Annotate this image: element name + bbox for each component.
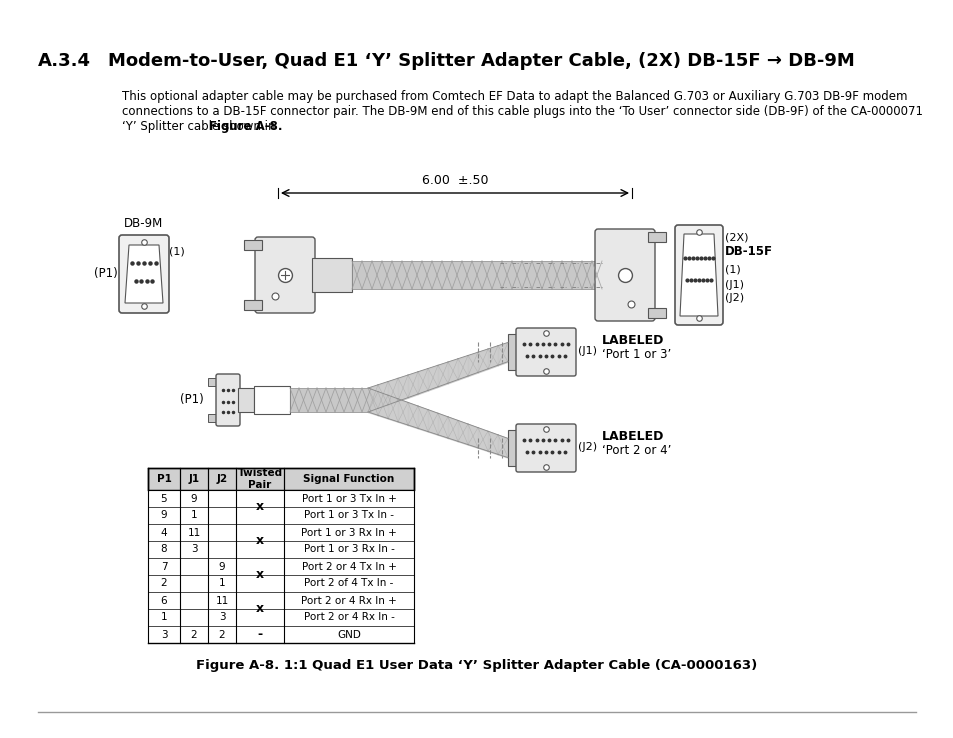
Text: J1: J1 xyxy=(189,474,199,484)
Bar xyxy=(290,388,368,412)
Text: 9: 9 xyxy=(160,511,167,520)
Text: (J1): (J1) xyxy=(724,280,743,290)
Text: (J2): (J2) xyxy=(578,442,597,452)
Text: Port 2 or 4 Rx In +: Port 2 or 4 Rx In + xyxy=(301,596,396,605)
Text: (1): (1) xyxy=(169,246,185,256)
Polygon shape xyxy=(679,234,718,316)
Text: Port 1 or 3 Tx In -: Port 1 or 3 Tx In - xyxy=(304,511,394,520)
Text: 1: 1 xyxy=(191,511,197,520)
Text: x: x xyxy=(255,534,264,548)
Text: (P1): (P1) xyxy=(94,267,118,280)
Bar xyxy=(148,592,414,609)
Bar xyxy=(507,334,517,370)
Text: GND: GND xyxy=(336,630,360,640)
Bar xyxy=(148,490,414,507)
FancyBboxPatch shape xyxy=(516,328,576,376)
Bar xyxy=(647,308,665,318)
Text: (1): (1) xyxy=(724,264,740,274)
Text: Signal Function: Signal Function xyxy=(303,474,395,484)
Text: 9: 9 xyxy=(218,562,225,571)
Text: DB-15F: DB-15F xyxy=(724,245,772,258)
Text: 3: 3 xyxy=(191,545,197,554)
Bar xyxy=(148,524,414,541)
Text: Port 2 or 4 Rx In -: Port 2 or 4 Rx In - xyxy=(303,613,394,622)
Text: 3: 3 xyxy=(160,630,167,640)
FancyBboxPatch shape xyxy=(675,225,722,325)
Text: Port 2 of 4 Tx In -: Port 2 of 4 Tx In - xyxy=(304,579,394,588)
Text: Port 1 or 3 Rx In -: Port 1 or 3 Rx In - xyxy=(303,545,394,554)
Bar xyxy=(148,626,414,643)
Text: Port 2 or 4 Tx In +: Port 2 or 4 Tx In + xyxy=(301,562,396,571)
FancyBboxPatch shape xyxy=(215,374,240,426)
Polygon shape xyxy=(125,245,163,303)
Text: Figure A-8.: Figure A-8. xyxy=(209,120,282,133)
Bar xyxy=(647,232,665,242)
Text: Modem-to-User, Quad E1 ‘Y’ Splitter Adapter Cable, (2X) DB-15F → DB-9M: Modem-to-User, Quad E1 ‘Y’ Splitter Adap… xyxy=(108,52,854,70)
Bar xyxy=(148,575,414,592)
Text: 9: 9 xyxy=(191,494,197,503)
FancyBboxPatch shape xyxy=(516,424,576,472)
Text: x: x xyxy=(255,568,264,582)
Text: ‘Y’ Splitter cable shown in: ‘Y’ Splitter cable shown in xyxy=(122,120,279,133)
Text: LABELED: LABELED xyxy=(601,334,663,347)
Bar xyxy=(148,609,414,626)
Bar xyxy=(148,507,414,524)
Text: ‘Port 2 or 4’: ‘Port 2 or 4’ xyxy=(601,444,671,457)
FancyBboxPatch shape xyxy=(595,229,655,321)
Text: A.3.4: A.3.4 xyxy=(38,52,91,70)
Bar xyxy=(237,388,253,412)
Text: 6: 6 xyxy=(160,596,167,605)
Text: Port 1 or 3 Tx In +: Port 1 or 3 Tx In + xyxy=(301,494,396,503)
Text: 2: 2 xyxy=(218,630,225,640)
Text: (P1): (P1) xyxy=(180,393,204,407)
Text: ‘Port 1 or 3’: ‘Port 1 or 3’ xyxy=(601,348,671,361)
Text: 3: 3 xyxy=(218,613,225,622)
Text: (J2): (J2) xyxy=(724,293,743,303)
Bar xyxy=(253,386,290,414)
Text: 11: 11 xyxy=(187,528,200,537)
Text: Twisted
Pair: Twisted Pair xyxy=(237,468,282,490)
Text: 8: 8 xyxy=(160,545,167,554)
Text: (2X): (2X) xyxy=(724,232,748,242)
Bar xyxy=(352,261,598,289)
Text: 11: 11 xyxy=(215,596,229,605)
Text: Port 1 or 3 Rx In +: Port 1 or 3 Rx In + xyxy=(301,528,396,537)
Text: 1: 1 xyxy=(160,613,167,622)
Text: 4: 4 xyxy=(160,528,167,537)
FancyBboxPatch shape xyxy=(119,235,169,313)
FancyBboxPatch shape xyxy=(254,237,314,313)
Text: 5: 5 xyxy=(160,494,167,503)
Text: J2: J2 xyxy=(216,474,228,484)
Bar xyxy=(244,300,262,310)
Text: x: x xyxy=(255,602,264,615)
Text: P1: P1 xyxy=(156,474,172,484)
Text: LABELED: LABELED xyxy=(601,430,663,443)
Bar xyxy=(208,378,218,386)
Bar xyxy=(312,258,352,292)
Bar xyxy=(148,541,414,558)
Text: connections to a DB-15F connector pair. The DB-9M end of this cable plugs into t: connections to a DB-15F connector pair. … xyxy=(122,105,923,118)
Bar xyxy=(507,430,517,466)
Text: x: x xyxy=(255,500,264,514)
Text: 7: 7 xyxy=(160,562,167,571)
Bar xyxy=(244,240,262,250)
Bar xyxy=(148,468,414,490)
Text: This optional adapter cable may be purchased from Comtech EF Data to adapt the B: This optional adapter cable may be purch… xyxy=(122,90,906,103)
Text: (J1): (J1) xyxy=(578,346,597,356)
Text: 6.00  ±.50: 6.00 ±.50 xyxy=(421,174,488,187)
Bar xyxy=(148,558,414,575)
Text: Figure A-8. 1:1 Quad E1 User Data ‘Y’ Splitter Adapter Cable (CA-0000163): Figure A-8. 1:1 Quad E1 User Data ‘Y’ Sp… xyxy=(196,659,757,672)
Text: DB-9M: DB-9M xyxy=(124,217,164,230)
Text: 1: 1 xyxy=(218,579,225,588)
Text: 2: 2 xyxy=(191,630,197,640)
Text: 2: 2 xyxy=(160,579,167,588)
Text: -: - xyxy=(257,628,262,641)
Bar xyxy=(208,414,218,422)
